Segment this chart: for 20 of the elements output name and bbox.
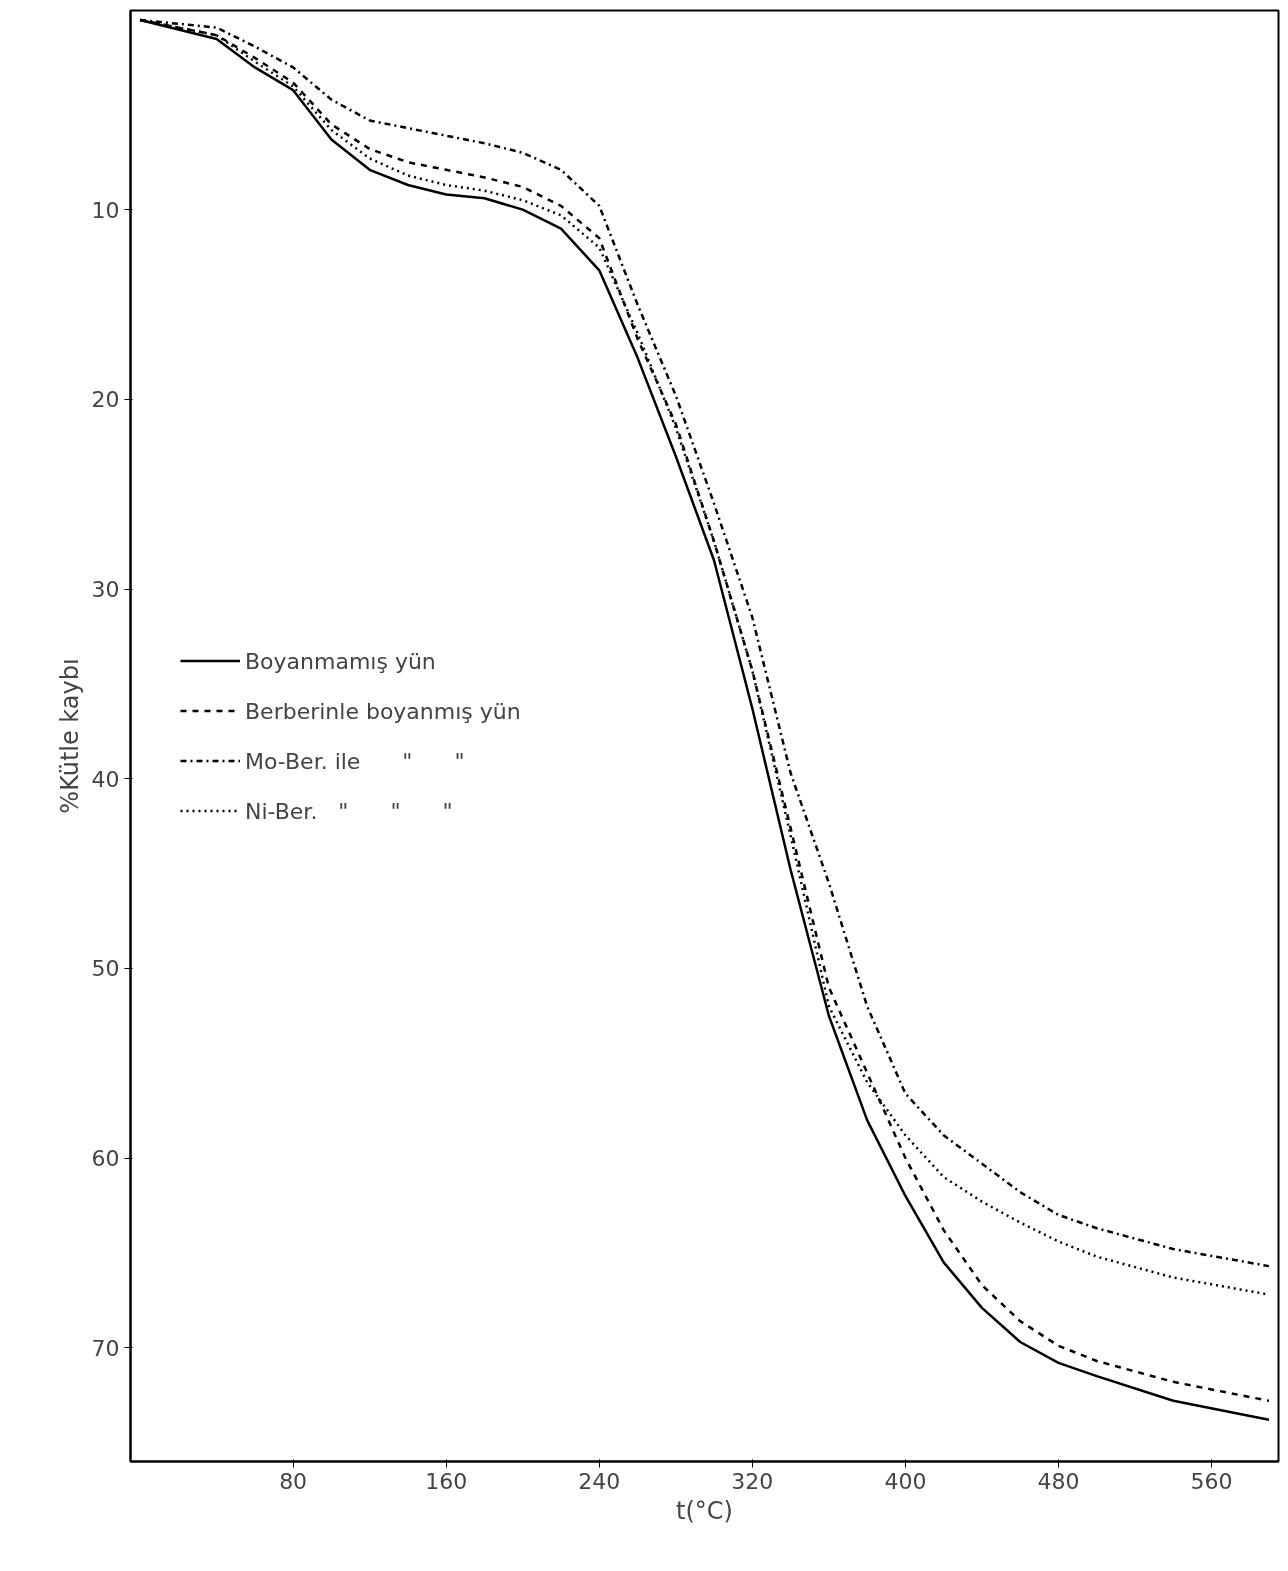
y-tick-label: 30 bbox=[91, 577, 120, 602]
y-tick-label: 60 bbox=[91, 1146, 120, 1172]
x-tick-label: 560 bbox=[1190, 1468, 1233, 1494]
y-tick-label: 50 bbox=[91, 956, 120, 982]
legend-label: Mo-Ber. ile " " bbox=[245, 748, 465, 773]
x-tick-label: 400 bbox=[884, 1468, 927, 1494]
y-axis-title: %Kütle kaybı bbox=[55, 658, 84, 814]
x-tick-label: 80 bbox=[279, 1468, 308, 1494]
x-tick-label: 480 bbox=[1037, 1468, 1080, 1494]
y-tick-label: 10 bbox=[91, 197, 120, 223]
x-tick-label: 240 bbox=[578, 1468, 621, 1494]
y-tick-label: 40 bbox=[91, 766, 120, 792]
legend-label: Berberinle boyanmış yün bbox=[245, 698, 521, 723]
x-tick-label: 320 bbox=[731, 1468, 774, 1494]
x-axis-title: t(°C) bbox=[676, 1496, 733, 1525]
y-tick-label: 20 bbox=[91, 387, 120, 413]
x-tick-label: 160 bbox=[425, 1468, 468, 1494]
legend-label: Ni-Ber. " " " bbox=[245, 798, 453, 823]
y-tick-label: 70 bbox=[91, 1335, 120, 1361]
legend-label: Boyanmamış yün bbox=[245, 648, 436, 673]
